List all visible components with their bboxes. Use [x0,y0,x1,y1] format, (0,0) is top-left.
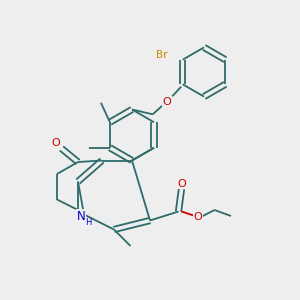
Text: H: H [85,218,92,227]
Text: Br: Br [156,50,167,60]
Text: O: O [194,212,202,223]
Text: N: N [76,209,85,223]
Text: O: O [51,137,60,148]
Text: O: O [178,178,187,189]
Text: O: O [162,97,171,107]
